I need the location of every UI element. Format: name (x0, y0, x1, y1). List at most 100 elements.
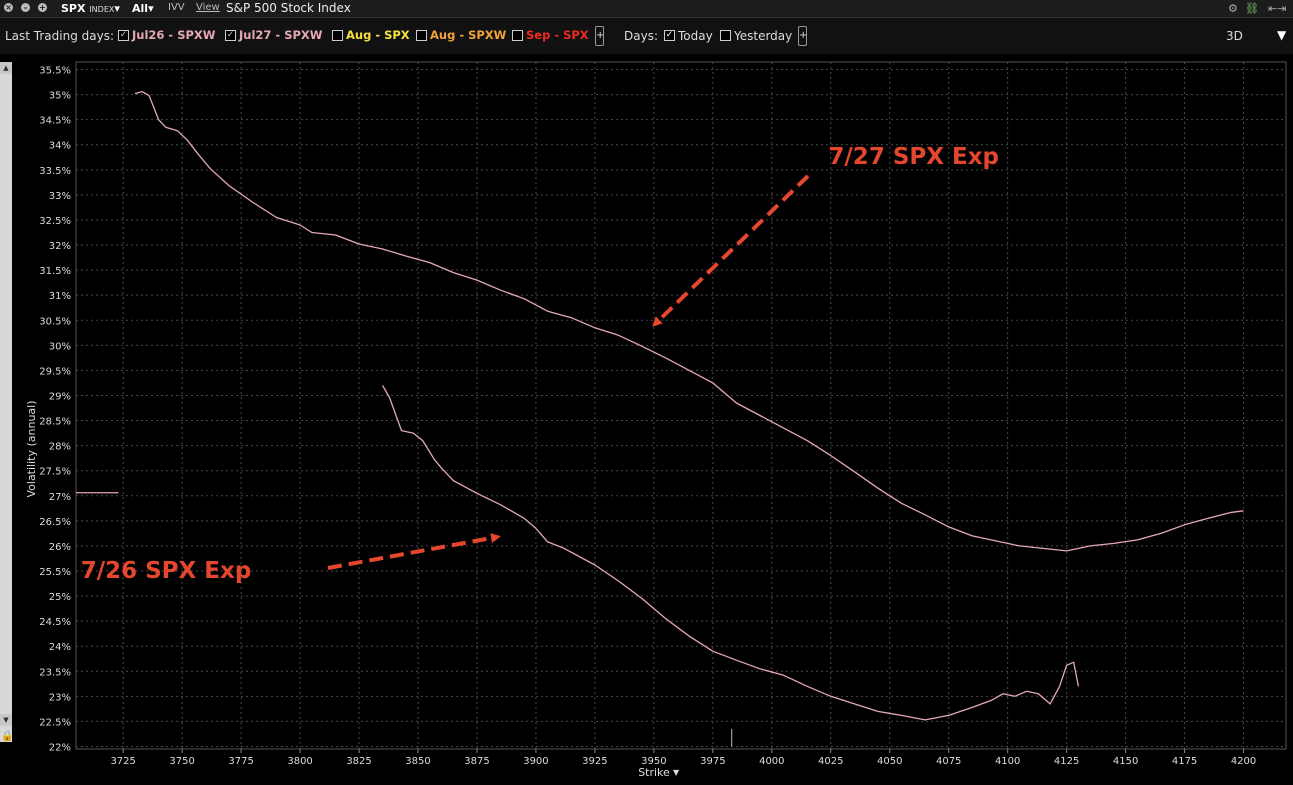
chart-toolbar: Last Trading days: ✓ Jul26 - SPXW ✓ Jul2… (0, 18, 1293, 54)
y-tick-label: 23% (49, 692, 71, 703)
add-expiry-button[interactable]: + (595, 26, 604, 46)
y-tick-label: 32% (49, 241, 71, 252)
y-tick-label: 28.5% (39, 417, 71, 428)
x-tick-label: 4125 (1054, 756, 1079, 767)
y-tick-label: 30.5% (39, 316, 71, 327)
y-tick-label: 26% (49, 542, 71, 553)
x-tick-label: 3725 (110, 756, 135, 767)
arrow-jul27 (652, 174, 810, 327)
y-tick-label: 33.5% (39, 166, 71, 177)
y-tick-label: 23.5% (39, 667, 71, 678)
today-label: Today (678, 29, 713, 43)
expiry-label-jul26: Jul26 - SPXW (132, 28, 216, 42)
filter-selector[interactable]: All▾ (132, 2, 154, 15)
y-tick-label: 25% (49, 592, 71, 603)
view-menu[interactable]: View (196, 2, 220, 13)
x-tick-label: 4150 (1113, 756, 1138, 767)
iv-button[interactable]: IVV (168, 2, 185, 13)
y-tick-label: 25.5% (39, 567, 71, 578)
x-tick-label: 3800 (287, 756, 312, 767)
y-tick-label: 35.5% (39, 66, 71, 77)
symbol-type-label: INDEX (89, 5, 115, 14)
expiry-label-sep-spx: Sep - SPX (526, 28, 589, 42)
chart-svg: 22% 22.5% 23% 23.5% 24% 24.5% 25% 25.5% 26% 26.5%… (25, 61, 1287, 779)
resize-icon[interactable]: ⇤⇥ (1268, 2, 1287, 15)
y-tick-label: 24.5% (39, 617, 71, 628)
y-tick-label: 34.5% (39, 116, 71, 127)
y-tick-label: 28% (49, 442, 71, 453)
symbol-label: SPX (61, 2, 86, 15)
series-line-jul27 (134, 90, 1244, 552)
volatility-chart: 22% 22.5% 23% 23.5% 24% 24.5% 25% 25.5% 26% 26.5%… (0, 54, 1293, 785)
lock-icon[interactable]: 🔒 (1, 731, 14, 742)
x-axis-label[interactable]: Strike (638, 766, 670, 779)
x-tick-label: 4025 (818, 756, 843, 767)
filter-label: All (132, 2, 149, 15)
plot-border (75, 61, 1287, 750)
expiry-checkbox-jul27[interactable]: ✓ (225, 30, 236, 41)
y-tick-label: 24% (49, 642, 71, 653)
window-title: S&P 500 Stock Index (226, 1, 351, 15)
expiry-checkbox-aug-spx[interactable] (332, 30, 343, 41)
expiry-checkbox-aug-spxw[interactable] (416, 30, 427, 41)
expiry-label-aug-spx: Aug - SPX (346, 28, 410, 42)
x-tick-label: 3950 (641, 756, 666, 767)
view-mode-dropdown-icon[interactable]: ▼ (1277, 28, 1287, 42)
yesterday-checkbox[interactable] (720, 30, 731, 41)
symbol-selector[interactable]: SPX INDEX▾ (61, 2, 120, 15)
x-tick-label: 4075 (936, 756, 961, 767)
y-tick-label: 35% (49, 91, 71, 102)
expiry-checkbox-jul26[interactable]: ✓ (118, 30, 129, 41)
y-tick-label: 33% (49, 191, 71, 202)
maximize-window-icon[interactable]: + (38, 3, 47, 12)
x-tick-label: 3775 (228, 756, 253, 767)
y-tick-label: 29% (49, 391, 71, 402)
chart-series (76, 90, 1244, 747)
y-tick-label: 31% (49, 291, 71, 302)
view-mode-value[interactable]: 3D (1226, 29, 1243, 43)
x-tick-label: 3975 (700, 756, 725, 767)
scroll-up-icon[interactable]: ▲ (0, 62, 12, 74)
minimize-window-icon[interactable]: – (21, 3, 30, 12)
last-trading-days-label: Last Trading days: (5, 29, 115, 43)
annotation-jul27: 7/27 SPX Exp (828, 144, 999, 170)
y-tick-label: 22.5% (39, 717, 71, 728)
chart-arrows (327, 174, 810, 570)
y-tick-label: 27.5% (39, 467, 71, 478)
x-tick-label: 3900 (523, 756, 548, 767)
yesterday-label: Yesterday (734, 29, 793, 43)
x-tick-label: 3750 (169, 756, 194, 767)
series-line-jul26 (382, 385, 1080, 721)
chevron-down-icon: ▾ (148, 2, 154, 15)
link-icon[interactable]: ⛓ (1245, 2, 1259, 15)
y-axis-ticks: 22% 22.5% 23% 23.5% 24% 24.5% 25% 25.5% 26% 26.5%… (39, 66, 71, 754)
x-tick-label: 4100 (995, 756, 1020, 767)
x-tick-label: 3825 (346, 756, 371, 767)
x-tick-label: 4000 (759, 756, 784, 767)
expiry-checkbox-sep-spx[interactable] (512, 30, 523, 41)
arrow-jul26 (327, 533, 501, 570)
close-window-icon[interactable]: × (4, 3, 13, 12)
today-checkbox[interactable]: ✓ (664, 30, 675, 41)
y-axis-label: Volatility (annual) (25, 400, 38, 497)
x-tick-label: 3850 (405, 756, 430, 767)
x-tick-label: 3925 (582, 756, 607, 767)
expiry-label-jul27: Jul27 - SPXW (239, 28, 323, 42)
x-tick-label: 4175 (1172, 756, 1197, 767)
x-axis-chevron-icon[interactable]: ▼ (673, 768, 680, 777)
y-tick-label: 32.5% (39, 216, 71, 227)
annotation-jul26: 7/26 SPX Exp (81, 558, 252, 584)
x-tick-label: 4200 (1231, 756, 1256, 767)
y-tick-label: 26.5% (39, 517, 71, 528)
x-tick-label: 3875 (464, 756, 489, 767)
scroll-down-icon[interactable]: ▼ (0, 714, 12, 726)
y-tick-label: 31.5% (39, 266, 71, 277)
vertical-scrollbar[interactable]: ▲ ▼ (0, 62, 12, 742)
chart-annotations: 7/27 SPX Exp 7/26 SPX Exp (81, 144, 999, 584)
gear-icon[interactable]: ⚙ (1228, 2, 1238, 15)
y-tick-label: 29.5% (39, 366, 71, 377)
add-day-button[interactable]: + (798, 26, 807, 46)
y-tick-label: 30% (49, 341, 71, 352)
expiry-label-aug-spxw: Aug - SPXW (430, 28, 507, 42)
x-tick-label: 4050 (877, 756, 902, 767)
